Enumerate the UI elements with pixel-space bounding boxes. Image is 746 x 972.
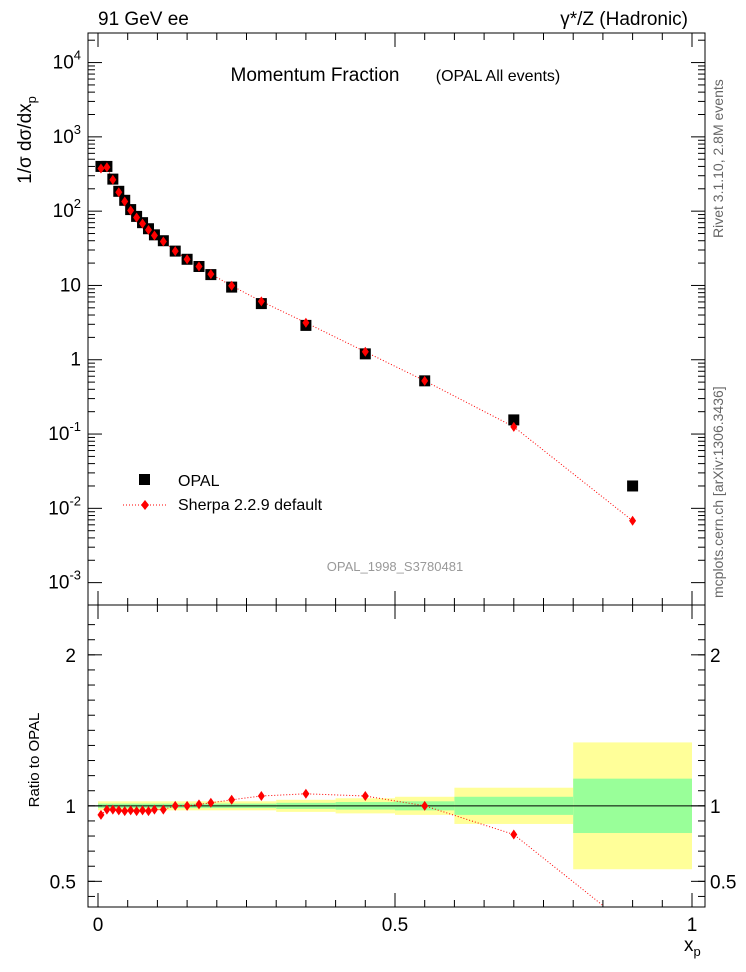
mc-point	[144, 224, 152, 235]
main-y-axis-label: 1/σ dσ/dxp	[15, 96, 39, 184]
ratio-point	[361, 791, 369, 802]
legend-opal-label: OPAL	[178, 473, 220, 490]
ratio-point	[171, 800, 179, 811]
ratio-point	[115, 805, 123, 816]
mc-point	[228, 280, 236, 291]
side-label-top: Rivet 3.1.10, 2.8M events	[710, 79, 726, 238]
mc-point	[183, 254, 191, 265]
mc-point	[159, 236, 167, 247]
legend-sherpa-marker	[141, 500, 149, 510]
main-panel: 10-3 10-2 10-1 1 10 102 103 104 Momentum Fracti…	[15, 32, 706, 606]
ratio-point	[228, 794, 236, 805]
main-y-label-text: 1/σ dσ/dx	[15, 103, 36, 184]
main-frame	[87, 32, 706, 606]
mc-point	[207, 269, 215, 280]
ratio-y-tick-label-right: 1	[710, 797, 721, 818]
ratio-point	[144, 806, 152, 817]
svg-text:1/σ dσ/dxp: 1/σ dσ/dxp	[15, 96, 39, 184]
mc-point	[195, 261, 203, 272]
ratio-y-tick-label-right: 0.5	[710, 872, 736, 893]
x-label-text: x	[684, 935, 694, 956]
ratio-y-axis-label: Ratio to OPAL	[26, 713, 43, 808]
ratio-panel: 0.5 0.5 1 1 2 2 0 0.5 1 Ratio to OPAL xp	[26, 604, 736, 959]
mc-point	[127, 205, 135, 216]
ratio-point	[302, 788, 310, 799]
x-label-sub: p	[694, 944, 701, 959]
ratio-point	[139, 805, 147, 816]
y-tick-label: 10-2	[48, 493, 81, 519]
header-right: γ*/Z (Hadronic)	[560, 9, 688, 30]
main-marks	[95, 160, 639, 526]
mc-point	[115, 187, 123, 198]
mc-point	[421, 375, 429, 386]
svg-text:xp: xp	[684, 935, 701, 959]
y-tick-label: 103	[53, 122, 81, 148]
x-axis-label: xp	[684, 935, 701, 959]
main-y-ticks: 10-3 10-2 10-1 1 10 102 103 104	[48, 33, 705, 605]
legend: OPAL Sherpa 2.2.9 default	[123, 473, 323, 514]
ratio-point	[257, 791, 265, 802]
ratio-point	[421, 800, 429, 811]
ratio-point	[183, 800, 191, 811]
main-subtitle: (OPAL All events)	[436, 68, 561, 85]
mc-point	[171, 246, 179, 257]
y-tick-label: 104	[53, 48, 81, 74]
header-left: 91 GeV ee	[98, 9, 189, 30]
mc-point	[109, 174, 117, 185]
mc-point	[133, 212, 141, 223]
ratio-marks	[97, 788, 604, 906]
y-tick-label: 1	[70, 350, 81, 371]
legend-sherpa-label: Sherpa 2.2.9 default	[178, 497, 323, 514]
ratio-point	[109, 804, 117, 815]
main-title: Momentum Fraction	[231, 65, 400, 86]
mc-point	[97, 163, 105, 174]
data-point	[508, 414, 520, 426]
ratio-point	[510, 829, 518, 840]
ratio-point	[195, 799, 203, 810]
ratio-point	[127, 805, 135, 816]
mc-point	[139, 218, 147, 229]
main-y-label-sub: p	[24, 96, 39, 103]
mc-point	[361, 346, 369, 357]
mc-point	[629, 515, 637, 526]
mc-point	[103, 162, 111, 173]
ratio-point	[133, 806, 141, 817]
y-tick-label: 10-3	[48, 568, 81, 594]
legend-opal-marker	[139, 474, 150, 485]
ratio-point	[103, 804, 111, 815]
mc-line	[100, 166, 633, 522]
x-tick-label: 0.5	[382, 915, 408, 936]
mc-point	[257, 296, 265, 307]
x-tick-label: 1	[687, 915, 698, 936]
ratio-y-tick-label-left: 0.5	[50, 872, 76, 893]
watermark: OPAL_1998_S3780481	[327, 559, 463, 574]
y-tick-label: 10	[60, 275, 81, 296]
mc-point	[121, 196, 129, 207]
side-label-bottom: mcplots.cern.ch [arXiv:1306.3436]	[710, 386, 726, 598]
x-tick-label: 0	[93, 915, 104, 936]
ratio-ticks: 0.5 0.5 1 1 2 2 0 0.5 1	[50, 605, 736, 936]
ratio-point	[207, 797, 215, 808]
ratio-y-tick-label-right: 2	[710, 646, 721, 667]
ratio-point	[150, 804, 158, 815]
ratio-frame	[87, 604, 706, 908]
mc-point	[302, 317, 310, 328]
ratio-y-tick-label-left: 2	[65, 646, 76, 667]
ratio-point	[121, 806, 129, 817]
data-point	[627, 480, 639, 492]
y-tick-label: 10-1	[48, 419, 81, 445]
ratio-point	[159, 804, 167, 815]
y-tick-label: 102	[53, 196, 81, 222]
mc-point	[150, 230, 158, 241]
mc-point	[510, 421, 518, 432]
ratio-point	[97, 809, 105, 820]
ratio-y-tick-label-left: 1	[65, 797, 76, 818]
